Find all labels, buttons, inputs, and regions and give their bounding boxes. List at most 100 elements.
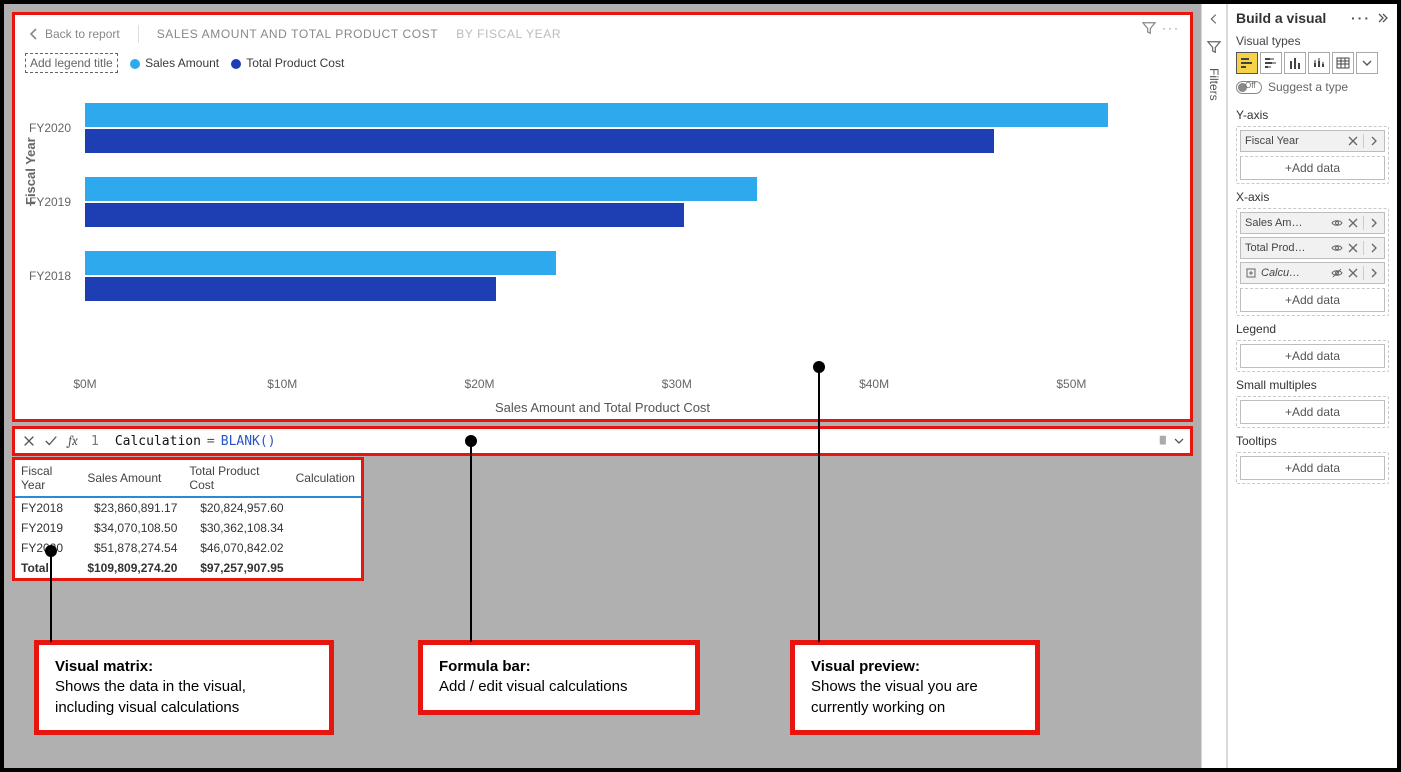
more-icon[interactable]: ··· [1162,21,1180,38]
well-label-yaxis: Y-axis [1236,108,1389,122]
chevron-right-icon[interactable] [1368,267,1380,279]
breadcrumb-title-main: SALES AMOUNT AND TOTAL PRODUCT COST [157,27,439,41]
remove-icon[interactable] [1347,217,1359,229]
eye-icon[interactable] [1331,242,1343,254]
chevron-left-icon[interactable] [1207,12,1221,26]
matrix-col-1[interactable]: Sales Amount [81,460,183,497]
suggest-type-toggle[interactable]: Suggest a type [1236,80,1389,94]
calc-icon [1245,267,1257,279]
add-data-small[interactable]: +Add data [1240,400,1385,424]
legend: Add legend title Sales Amount Total Prod… [15,53,1190,77]
callout-matrix: Visual matrix: Shows the data in the vis… [34,640,334,735]
legend-item-sales: Sales Amount [130,56,219,70]
y-tick: FY2018 [29,269,71,283]
vis-type-table[interactable] [1332,52,1354,74]
well-xaxis[interactable]: Sales Am… Total Prod… Calcu… [1236,208,1389,316]
back-to-report-button[interactable]: Back to report [29,27,120,41]
chevron-right-icon[interactable] [1368,242,1380,254]
chevron-right-icon[interactable] [1368,135,1380,147]
connector-line [50,551,52,642]
filter-icon[interactable] [1207,40,1221,54]
matrix-col-0[interactable]: Fiscal Year [15,460,81,497]
formula-bar[interactable]: fx 1 Calculation = BLANK() [12,426,1193,456]
matrix-row: FY2019 $34,070,108.50 $30,362,108.34 [15,518,361,538]
callout-preview: Visual preview: Shows the visual you are… [790,640,1040,735]
pill-sales-amount[interactable]: Sales Am… [1240,212,1385,234]
filter-icon[interactable] [1142,21,1156,38]
collapse-icon[interactable] [1375,12,1389,24]
vis-type-clustered-column[interactable] [1284,52,1306,74]
bar[interactable] [85,177,757,201]
formula-variable: Calculation [115,434,201,449]
chart-plot-area: FY2020FY2019FY2018 [85,83,1150,383]
add-data-tooltips[interactable]: +Add data [1240,456,1385,480]
pill-total-product-cost[interactable]: Total Prod… [1240,237,1385,259]
well-tooltips[interactable]: +Add data [1236,452,1389,484]
bar[interactable] [85,203,684,227]
eye-icon[interactable] [1331,217,1343,229]
connector-line [470,441,472,642]
x-axis-ticks: $0M$10M$20M$30M$40M$50M [85,377,1150,395]
chevron-right-icon[interactable] [1368,217,1380,229]
visual-preview-card: ··· Back to report SALES AMOUNT AND TOTA… [12,12,1193,422]
matrix-col-2[interactable]: Total Product Cost [183,460,289,497]
x-tick: $40M [859,377,889,391]
eye-off-icon[interactable] [1331,267,1343,279]
panel-title: Build a visual [1236,10,1326,26]
x-tick: $30M [662,377,692,391]
well-label-legend: Legend [1236,322,1389,336]
well-label-smallmultiples: Small multiples [1236,378,1389,392]
add-data-xaxis[interactable]: +Add data [1240,288,1385,312]
visual-matrix: Fiscal Year Sales Amount Total Product C… [12,457,364,581]
add-data-legend[interactable]: +Add data [1240,344,1385,368]
formula-dropdown-icon[interactable] [1158,434,1184,448]
visual-types-gallery [1236,52,1389,74]
bar[interactable] [85,103,1108,127]
build-visual-panel: Build a visual ··· Visual types [1227,4,1397,768]
back-label: Back to report [45,27,120,41]
vis-type-stacked-bar[interactable] [1260,52,1282,74]
x-tick: $0M [73,377,96,391]
breadcrumb-title-by: BY FISCAL YEAR [456,27,561,41]
x-tick: $20M [465,377,495,391]
pill-fiscal-year[interactable]: Fiscal Year [1240,130,1385,152]
legend-item-cost: Total Product Cost [231,56,344,70]
bar[interactable] [85,277,496,301]
matrix-row: FY2020 $51,878,274.54 $46,070,842.02 [15,538,361,558]
y-tick: FY2019 [29,195,71,209]
add-data-yaxis[interactable]: +Add data [1240,156,1385,180]
fx-icon[interactable]: fx [65,433,81,449]
panel-more-icon[interactable]: ··· [1351,10,1371,26]
commit-icon[interactable] [43,433,59,449]
x-axis-title: Sales Amount and Total Product Cost [15,400,1190,415]
visual-types-label: Visual types [1236,34,1389,48]
cancel-icon[interactable] [21,433,37,449]
vis-type-clustered-bar[interactable] [1236,52,1258,74]
formula-equals: = [207,434,215,449]
well-label-tooltips: Tooltips [1236,434,1389,448]
x-tick: $50M [1056,377,1086,391]
legend-title-placeholder[interactable]: Add legend title [25,53,118,73]
matrix-row: FY2018 $23,860,891.17 $20,824,957.60 [15,497,361,518]
well-label-xaxis: X-axis [1236,190,1389,204]
remove-icon[interactable] [1347,267,1359,279]
connector-line [818,367,820,642]
well-yaxis[interactable]: Fiscal Year +Add data [1236,126,1389,184]
filters-rail[interactable]: Filters [1201,4,1227,768]
vis-type-stacked-column[interactable] [1308,52,1330,74]
bar[interactable] [85,251,556,275]
matrix-col-3[interactable]: Calculation [290,460,361,497]
y-tick: FY2020 [29,121,71,135]
vis-type-more[interactable] [1356,52,1378,74]
formula-line-number: 1 [91,434,99,449]
suggest-label: Suggest a type [1268,80,1348,94]
pill-calculation[interactable]: Calcu… [1240,262,1385,284]
well-legend[interactable]: +Add data [1236,340,1389,372]
matrix-total-row: Total $109,809,274.20 $97,257,907.95 [15,558,361,578]
remove-icon[interactable] [1347,242,1359,254]
bar[interactable] [85,129,994,153]
formula-function: BLANK() [221,434,276,449]
breadcrumb: Back to report SALES AMOUNT AND TOTAL PR… [15,15,1190,53]
remove-icon[interactable] [1347,135,1359,147]
well-small-multiples[interactable]: +Add data [1236,396,1389,428]
